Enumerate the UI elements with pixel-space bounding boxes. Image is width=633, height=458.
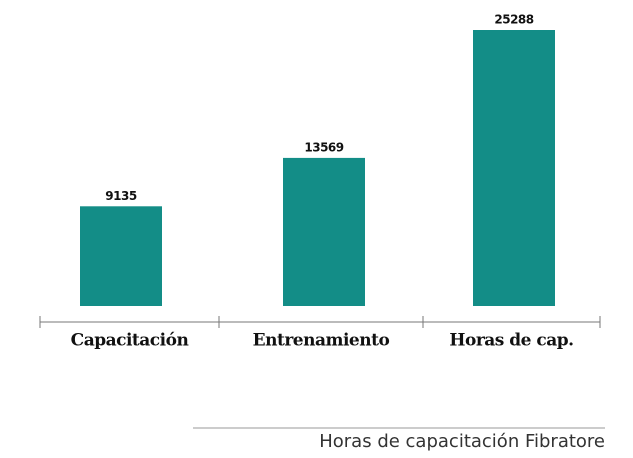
value-label: 25288 <box>494 13 533 27</box>
x-tick-label: Capacitación <box>71 331 189 351</box>
value-label: 9135 <box>105 189 137 203</box>
value-label: 13569 <box>304 140 343 154</box>
x-tick-label: Horas de cap. <box>449 331 573 351</box>
bar <box>473 30 555 306</box>
x-tick-label: Entrenamiento <box>253 331 390 351</box>
caption: Horas de capacitación Fibratore <box>319 431 605 452</box>
bar <box>283 157 365 306</box>
bar <box>80 206 162 306</box>
